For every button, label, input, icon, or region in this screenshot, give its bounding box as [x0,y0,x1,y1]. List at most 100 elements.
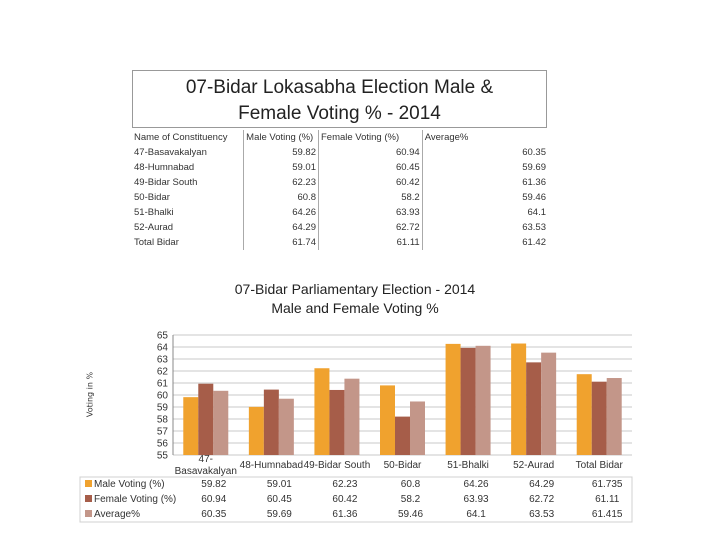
cell-average: 64.1 [527,207,547,218]
data-label: 63.93 [464,494,489,505]
header-average: Average% [424,132,469,143]
bar-3-5 [475,345,491,455]
legend-label: Male Voting (%) [94,479,165,490]
cell-male: 64.26 [243,205,319,220]
cell-average: 61.42 [522,237,546,248]
data-label: 59.01 [267,479,292,490]
cell-name: 47-Basavakalyan [132,145,245,160]
table-row: 52-Aurad 64.29 62.72 63.53 [132,220,548,235]
cell-average: 61.36 [522,177,546,188]
cell-average: 59.69 [522,162,546,173]
chart-title-line: 07-Bidar Parliamentary Election - 2014 [234,281,476,297]
cell-female: 63.93 [318,205,423,220]
data-label: 62.23 [332,479,357,490]
legend-swatch [85,480,92,487]
data-label: 61.11 [595,494,620,505]
cell-name: Total Bidar [132,235,245,250]
bar-1-7 [576,374,592,455]
cell-name: 49-Bidar South [132,175,245,190]
table-row: 50-Bidar 60.8 58.2 59.46 [132,190,548,205]
y-tick-label: 58 [157,415,169,426]
legend-swatch [85,495,92,502]
data-label: 59.69 [267,509,292,520]
y-tick-label: 55 [157,451,169,462]
bar-1-3 [314,368,330,455]
chart-subtitle-line: Male and Female Voting % [271,300,439,316]
cell-average: 59.46 [522,192,546,203]
cell-male: 60.8 [243,190,319,205]
y-tick-label: 59 [157,403,169,414]
x-tick-label: 52-Aurad [513,460,554,471]
x-tick-label: 47- [199,454,213,465]
header-constituency: Name of Constituency [132,130,245,145]
bar-2-7 [591,381,607,455]
cell-female: 61.11 [318,235,423,250]
data-label: 61.415 [592,509,623,520]
data-label: 62.72 [529,494,554,505]
bar-1-5 [445,343,461,455]
table-row: 49-Bidar South 62.23 60.42 61.36 [132,175,548,190]
data-label: 59.82 [201,479,226,490]
cell-name: 52-Aurad [132,220,245,235]
bar-3-2 [278,398,294,455]
data-label: 61.36 [332,509,357,520]
bar-2-6 [526,362,542,455]
cell-male: 61.74 [243,235,319,250]
y-tick-label: 64 [157,343,169,354]
data-label: 64.29 [529,479,554,490]
bar-3-1 [213,390,229,455]
bar-2-2 [263,389,279,455]
data-label: 63.53 [529,509,554,520]
data-label: 60.42 [332,494,357,505]
data-label: 60.45 [267,494,292,505]
bar-3-6 [541,352,557,455]
y-tick-label: 60 [157,391,169,402]
data-label: 61.735 [592,479,623,490]
cell-female: 60.45 [318,160,423,175]
data-table-frame [79,476,633,523]
cell-female: 60.42 [318,175,423,190]
x-tick-label: 51-Bhalki [447,460,489,471]
bar-3-3 [344,378,360,455]
legend-label: Female Voting (%) [94,494,176,505]
cell-average: 60.35 [522,147,546,158]
data-label: 64.26 [464,479,489,490]
bar-2-4 [395,416,410,455]
data-label: 59.46 [398,509,423,520]
cell-name: 50-Bidar [132,190,245,205]
bar-1-4 [380,385,395,455]
bar-1-2 [248,406,264,455]
y-tick-label: 63 [157,355,169,366]
bar-3-4 [410,401,425,455]
bar-1-1 [183,397,199,455]
bar-2-3 [329,389,345,455]
cell-average: 63.53 [522,222,546,233]
cell-female: 58.2 [318,190,423,205]
data-label: 64.1 [466,509,486,520]
title-line-2: Female Voting % - 2014 [238,103,441,124]
table-row: 48-Humnabad 59.01 60.45 59.69 [132,160,548,175]
data-label: 60.94 [201,494,226,505]
x-tick-label: 49-Bidar South [304,460,371,471]
y-tick-label: 61 [157,379,169,390]
y-tick-label: 56 [157,439,169,450]
table-row: 47-Basavakalyan 59.82 60.94 60.35 [132,145,548,160]
table-header-row: Name of Constituency Male Voting (%) Fem… [132,130,548,145]
bar-2-5 [460,347,476,455]
cell-female: 60.94 [318,145,423,160]
x-tick-label: Basavakalyan [175,466,237,477]
title-box: 07-Bidar Lokasabha Election Male & Femal… [132,70,547,128]
cell-female: 62.72 [318,220,423,235]
legend-label: Average% [94,509,140,520]
data-label: 60.8 [401,479,421,490]
table-row: Total Bidar 61.74 61.11 61.42 [132,235,548,250]
cell-name: 48-Humnabad [132,160,245,175]
y-tick-label: 62 [157,367,169,378]
x-tick-label: Total Bidar [576,460,624,471]
bar-1-6 [511,343,527,455]
cell-male: 64.29 [243,220,319,235]
cell-male: 59.01 [243,160,319,175]
title-line-1: 07-Bidar Lokasabha Election Male & [185,77,494,98]
summary-table: Name of Constituency Male Voting (%) Fem… [132,130,548,250]
